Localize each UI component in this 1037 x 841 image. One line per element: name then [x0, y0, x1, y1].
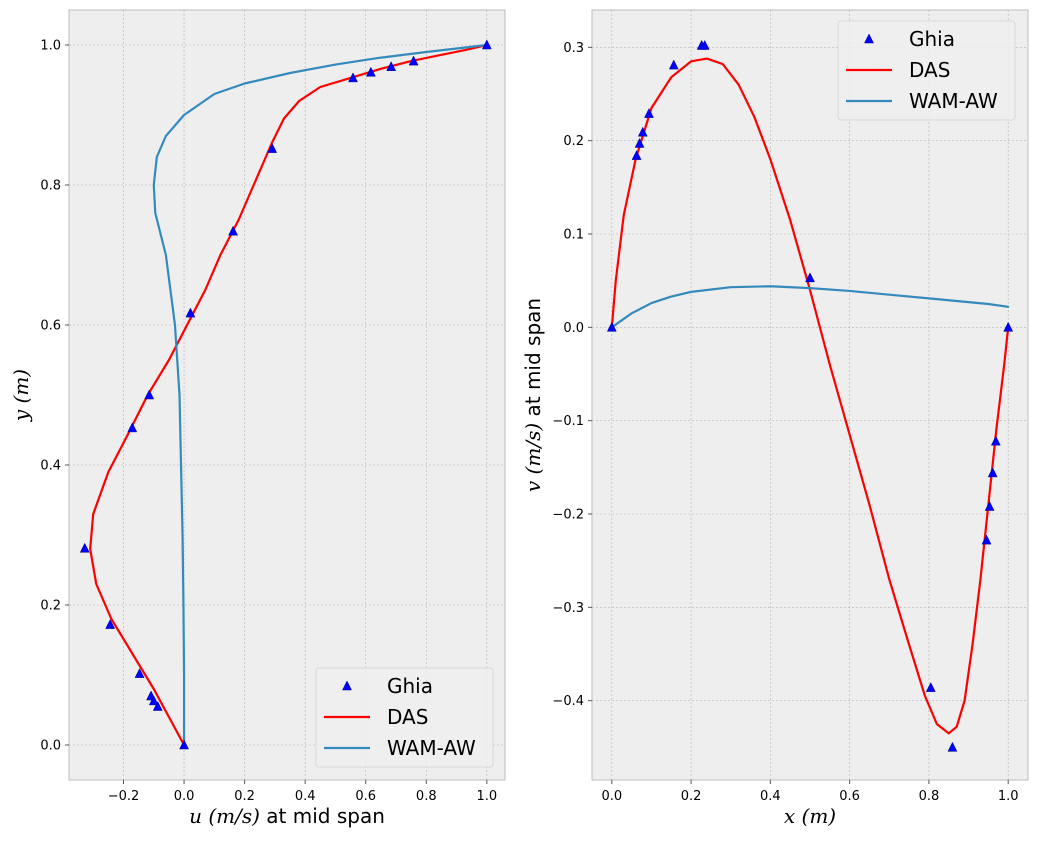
ghia-marker	[925, 682, 936, 692]
x-tick-label: 0.0	[174, 789, 195, 804]
y-tick-label: 0.3	[563, 41, 584, 56]
ghia-marker	[699, 39, 710, 50]
y-axis-label-math: v (m/s)	[521, 423, 545, 492]
series-line-wam-aw	[152, 43, 488, 747]
y-axis-label: v (m/s) at mid span	[521, 298, 545, 492]
x-axis-label-math: x (m)	[784, 804, 836, 828]
legend: Ghia DAS WAM-AW	[837, 20, 1016, 121]
legend-label: WAM-AW	[909, 89, 998, 113]
y-tick-label: 0.8	[40, 179, 61, 194]
ghia-marker	[348, 72, 358, 83]
x-tick-label: 1.0	[998, 789, 1019, 804]
ghia-marker	[631, 150, 642, 160]
ghia-marker	[947, 741, 958, 752]
ghia-marker	[148, 695, 159, 706]
ghia-marker	[127, 422, 138, 433]
ghia-marker	[408, 55, 419, 66]
ghia-marker	[185, 307, 196, 318]
legend-label: DAS	[387, 705, 428, 729]
ghia-marker	[981, 534, 992, 545]
y-tick-label: 0.6	[40, 319, 61, 334]
legend-box	[837, 20, 1016, 121]
ghia-marker	[267, 143, 278, 153]
data-layer	[89, 43, 488, 747]
x-axis-label: u (m/s) at mid span	[189, 804, 385, 828]
y-tick-label: 0.0	[40, 739, 61, 754]
legend-label: DAS	[909, 58, 950, 82]
ghia-marker	[105, 619, 116, 629]
ghia-marker	[644, 108, 654, 118]
left-velocity-profile-chart: −0.2 0.0 0.2 0.4 0.6 0.8 1.0 0.0 0.2 0.4 0.6 0.8 1.0…	[9, 9, 506, 828]
ghia-marker	[637, 126, 648, 137]
ghia-marker	[606, 321, 617, 332]
x-tick-label: 0.4	[760, 789, 781, 804]
ghia-marker	[152, 700, 163, 711]
ghia-marker	[1003, 321, 1014, 332]
ghia-marker	[228, 225, 239, 236]
y-tick-label: −0.2	[552, 508, 584, 523]
ghia-marker	[984, 500, 995, 511]
x-tick-label: 0.8	[919, 789, 940, 804]
x-tick-label: 0.4	[295, 789, 316, 804]
x-tick-label: 1.0	[476, 789, 497, 804]
y-tick-label: −0.3	[552, 601, 584, 616]
x-tick-label: 0.0	[601, 789, 622, 804]
y-tick-label: −0.1	[552, 414, 584, 429]
y-tick-label: 1.0	[40, 39, 61, 54]
axes-frame	[68, 9, 506, 781]
x-tick-label: −0.2	[108, 789, 140, 804]
ghia-marker	[144, 389, 155, 400]
ghia-marker	[987, 467, 998, 478]
ghia-marker	[179, 739, 189, 750]
right-velocity-profile-chart: 0.0 0.2 0.4 0.6 0.8 1.0 −0.4 −0.3 −0.2 −0.1 0.0 0.1…	[521, 9, 1029, 828]
legend-label: Ghia	[387, 674, 433, 698]
ghia-marker	[386, 61, 397, 71]
y-tick-label: 0.1	[563, 228, 584, 243]
y-tick-label: 0.0	[563, 321, 584, 336]
x-tick-label: 0.8	[416, 789, 437, 804]
ghia-marker	[134, 668, 145, 678]
x-tick-label: 0.6	[355, 789, 376, 804]
y-tick-label: 0.4	[40, 459, 61, 474]
legend-label: Ghia	[909, 27, 955, 51]
x-tick-label: 0.2	[681, 789, 702, 804]
ghia-marker	[668, 59, 679, 70]
axes-frame	[591, 9, 1029, 781]
series-line-das	[89, 43, 488, 747]
legend: Ghia DAS WAM-AW	[315, 667, 494, 768]
ghia-marker	[990, 435, 1001, 446]
x-tick-label: 0.6	[839, 789, 860, 804]
plot-area	[592, 10, 1028, 780]
y-tick-label: −0.4	[552, 694, 584, 709]
legend-label: WAM-AW	[387, 736, 476, 760]
x-axis-label-math: u (m/s)	[189, 804, 260, 828]
y-axis-label: y (m)	[9, 369, 33, 422]
legend-box	[315, 667, 494, 768]
y-axis-label-math: y (m)	[9, 369, 33, 422]
ghia-marker	[805, 272, 815, 283]
y-axis-label-text: at mid span	[521, 298, 545, 423]
series-line-das	[610, 57, 1010, 735]
data-layer	[610, 57, 1010, 735]
legend-marker-ghia	[342, 680, 352, 691]
ghia-marker	[79, 542, 90, 553]
y-tick-label: 0.2	[563, 134, 584, 149]
series-line-wam-aw	[610, 285, 1010, 329]
legend-marker-ghia	[864, 33, 874, 44]
ghia-marker	[481, 39, 492, 50]
ghia-marker	[634, 137, 645, 148]
ghia-marker	[365, 66, 376, 77]
x-axis-label-text: at mid span	[260, 804, 385, 828]
y-tick-label: 0.2	[40, 599, 61, 614]
x-tick-label: 0.2	[234, 789, 255, 804]
plot-area	[69, 10, 505, 780]
x-axis-label: x (m)	[784, 804, 836, 828]
